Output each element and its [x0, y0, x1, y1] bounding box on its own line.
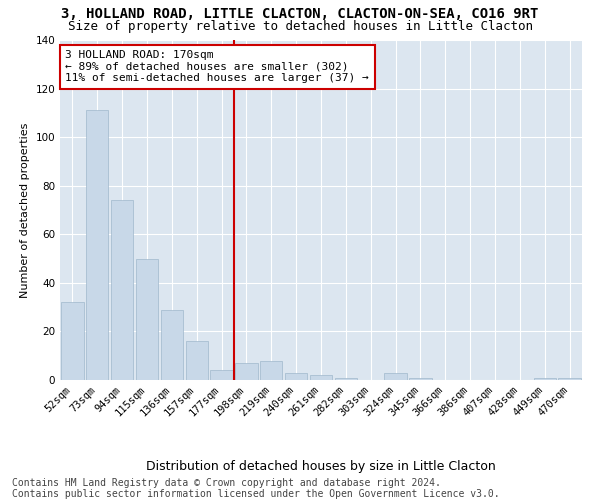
Bar [335, 378, 357, 380]
Text: Size of property relative to detached houses in Little Clacton: Size of property relative to detached ho… [67, 20, 533, 33]
Bar [211, 370, 233, 380]
Bar [385, 372, 407, 380]
Bar [310, 375, 332, 380]
Bar [260, 360, 283, 380]
Bar [161, 310, 183, 380]
Bar [136, 258, 158, 380]
Bar [559, 378, 581, 380]
Bar [86, 110, 109, 380]
Bar [409, 378, 431, 380]
Text: Contains public sector information licensed under the Open Government Licence v3: Contains public sector information licen… [12, 489, 500, 499]
Bar [185, 341, 208, 380]
Bar [235, 363, 257, 380]
Text: 3, HOLLAND ROAD, LITTLE CLACTON, CLACTON-ON-SEA, CO16 9RT: 3, HOLLAND ROAD, LITTLE CLACTON, CLACTON… [61, 8, 539, 22]
Bar [61, 302, 83, 380]
Text: Contains HM Land Registry data © Crown copyright and database right 2024.: Contains HM Land Registry data © Crown c… [12, 478, 441, 488]
Bar [285, 372, 307, 380]
Text: 3 HOLLAND ROAD: 170sqm
← 89% of detached houses are smaller (302)
11% of semi-de: 3 HOLLAND ROAD: 170sqm ← 89% of detached… [65, 50, 369, 84]
Bar [111, 200, 133, 380]
Y-axis label: Number of detached properties: Number of detached properties [20, 122, 30, 298]
Bar [533, 378, 556, 380]
X-axis label: Distribution of detached houses by size in Little Clacton: Distribution of detached houses by size … [146, 460, 496, 473]
